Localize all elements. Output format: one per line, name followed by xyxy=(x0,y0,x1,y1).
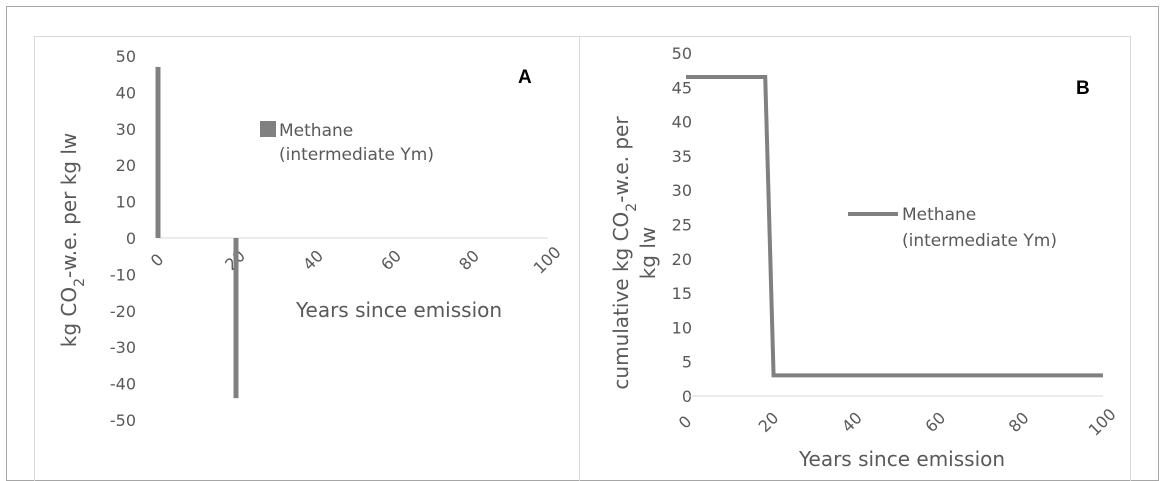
panel-b-x-tick-label: 60 xyxy=(921,408,949,436)
panel-b-y-tick-label: 5 xyxy=(682,353,692,372)
panel-a-label: A xyxy=(518,67,532,88)
panel-b-x-tick-label: 80 xyxy=(1005,408,1033,436)
panel-b-y-tick-label: 15 xyxy=(672,284,692,303)
panel-a-y-tick-label: 10 xyxy=(116,193,136,212)
panel-b-legend-line-2: (intermediate Ym) xyxy=(902,231,1057,251)
panel-a-y-tick-label: 50 xyxy=(116,47,136,66)
panel-a-y-tick-label: 0 xyxy=(126,229,136,248)
panel-b-x-axis-title: Years since emission xyxy=(798,447,1005,471)
panel-a-y-tick-label: -40 xyxy=(110,375,136,394)
panel-a-x-axis-title: Years since emission xyxy=(295,298,502,322)
panel-a-legend-line-1: Methane xyxy=(279,121,353,141)
panel-b-border xyxy=(579,36,1131,481)
panel-a-x-tick-label: 100 xyxy=(530,243,565,278)
panel-b-y-axis-title-line-2: kg lw xyxy=(636,227,660,280)
panel-a-bar xyxy=(233,238,239,399)
panel-a-y-tick-label: -20 xyxy=(110,302,136,321)
panel-b-label: B xyxy=(1076,78,1090,99)
panel-b-y-tick-label: 45 xyxy=(672,78,692,97)
panel-b-y-tick-label: 25 xyxy=(672,216,692,235)
panel-b-y-tick-label: 10 xyxy=(672,318,692,337)
panel-a-legend-swatch xyxy=(260,121,276,137)
panel-a-legend-line-2: (intermediate Ym) xyxy=(279,145,434,165)
panel-a-bar xyxy=(155,66,161,238)
panel-b-series-line xyxy=(686,75,1103,378)
panel-b-y-tick-label: 50 xyxy=(672,44,692,63)
panel-a-y-axis-title: kg CO2-w.e. per kg lw xyxy=(57,133,88,348)
panel-b-y-tick-label: 40 xyxy=(672,113,692,132)
panel-b-y-tick-label: 35 xyxy=(672,147,692,166)
panel-b-y-axis-title-line-1: cumulative kg CO2-w.e. per xyxy=(609,116,640,390)
panel-a-y-tick-label: 20 xyxy=(116,156,136,175)
panel-b-x-tick-label: 0 xyxy=(675,412,696,433)
panel-b-legend-line-1: Methane xyxy=(902,205,976,225)
panel-b-y-tick-label: 30 xyxy=(672,181,692,200)
panel-a-y-tick-label: 30 xyxy=(116,120,136,139)
panel-b-x-ticks: 0 20 40 60 80 100 xyxy=(675,405,1120,440)
panel-a-y-tick-label: -50 xyxy=(110,411,136,430)
panel-b-x-tick-label: 40 xyxy=(838,408,866,436)
panel-a-y-tick-label: 40 xyxy=(116,83,136,102)
panel-a-x-tick-label: 60 xyxy=(377,246,405,274)
panel-a-marks xyxy=(155,66,239,399)
panel-b-x-tick-label: 20 xyxy=(755,408,783,436)
panel-a-y-ticks: 50 40 30 20 10 0 -10 -20 -30 -40 -50 xyxy=(110,47,136,430)
panel-a-x-tick-label: 80 xyxy=(455,246,483,274)
panel-b-x-tick-label: 100 xyxy=(1085,405,1120,440)
panel-a-x-tick-label: 40 xyxy=(299,246,327,274)
panel-a-y-tick-label: -10 xyxy=(110,265,136,284)
panel-a-y-tick-label: -30 xyxy=(110,338,136,357)
panel-b-y-tick-label: 20 xyxy=(672,250,692,269)
panel-a-x-tick-label: 0 xyxy=(147,250,168,271)
